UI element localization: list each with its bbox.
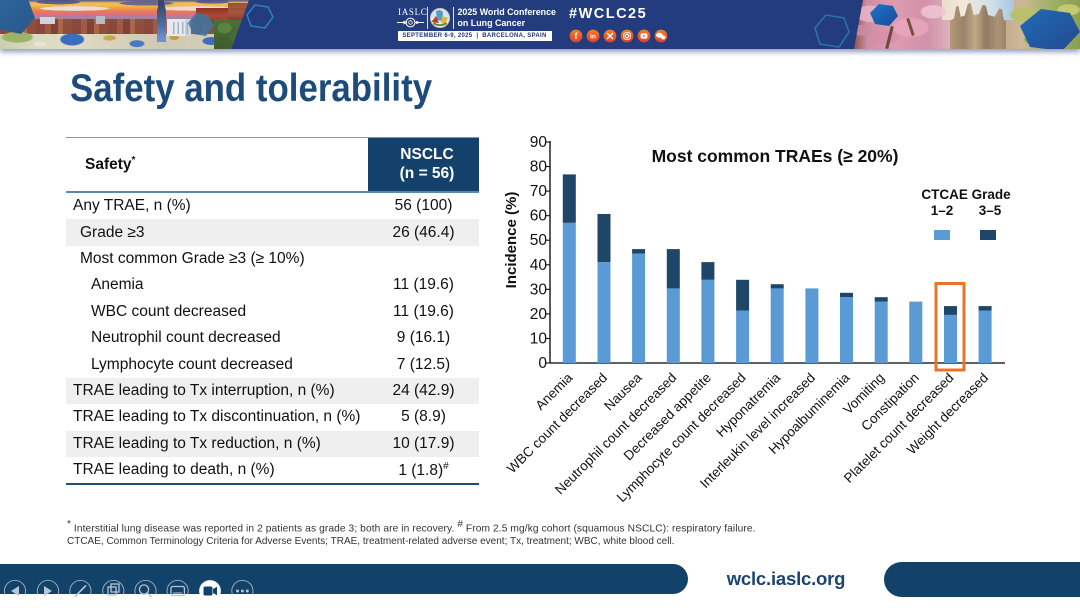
svg-text:50: 50	[530, 232, 548, 249]
svg-text:80: 80	[530, 159, 548, 176]
svg-text:Most common TRAEs (≥ 20%): Most common TRAEs (≥ 20%)	[652, 146, 899, 166]
svg-text:f: f	[575, 31, 579, 41]
svg-text:CTCAE Grade: CTCAE Grade	[921, 187, 1011, 202]
svg-text:1–2: 1–2	[931, 203, 954, 218]
svg-text:70: 70	[530, 183, 548, 200]
svg-text:Incidence (%): Incidence (%)	[503, 192, 520, 289]
svg-text:20: 20	[530, 306, 548, 323]
svg-text:0: 0	[538, 355, 547, 372]
svg-text:in: in	[590, 34, 596, 41]
svg-text:90: 90	[530, 134, 548, 151]
svg-text:40: 40	[530, 257, 548, 274]
svg-text:60: 60	[530, 208, 548, 225]
svg-text:10: 10	[530, 330, 548, 347]
svg-text:3–5: 3–5	[979, 203, 1002, 218]
svg-text:30: 30	[530, 281, 548, 298]
